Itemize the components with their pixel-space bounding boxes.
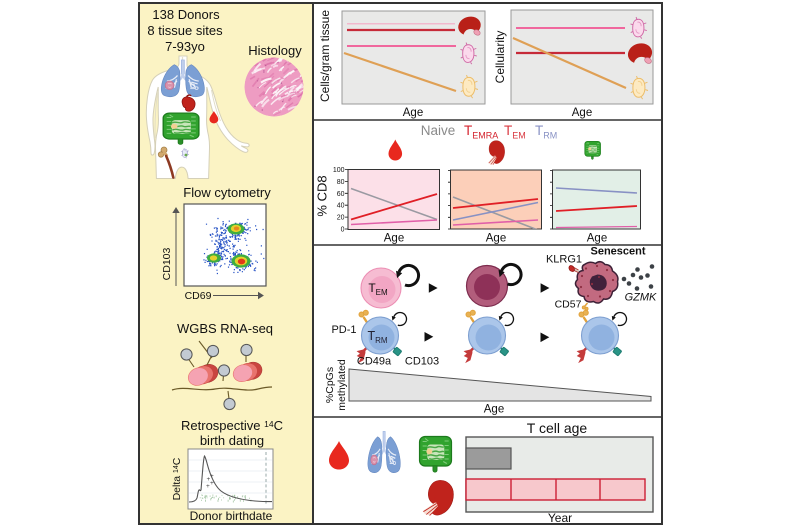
svg-text:methylated: methylated [336, 359, 348, 411]
svg-text:138 Donors: 138 Donors [152, 7, 220, 22]
svg-text:Age: Age [587, 233, 607, 245]
svg-text:0: 0 [341, 227, 345, 234]
svg-text:40: 40 [337, 203, 345, 210]
svg-text:Histology: Histology [248, 43, 302, 58]
svg-text:CD69: CD69 [185, 290, 212, 302]
svg-text:T cell age: T cell age [527, 420, 588, 436]
svg-text:Age: Age [403, 107, 423, 119]
svg-text:+: + [210, 480, 214, 487]
svg-text:CD103: CD103 [405, 356, 439, 368]
svg-text:Cells/gram tissue: Cells/gram tissue [318, 10, 332, 102]
svg-text:8 tissue sites: 8 tissue sites [147, 23, 223, 38]
svg-text:PD-1: PD-1 [331, 324, 356, 336]
svg-text:+: + [207, 476, 211, 483]
svg-text:Age: Age [484, 404, 504, 416]
svg-text:Age: Age [572, 107, 592, 119]
svg-text:80: 80 [337, 179, 345, 186]
svg-text:60: 60 [337, 191, 345, 198]
svg-text:Retrospective 14C: Retrospective 14C [181, 418, 283, 433]
svg-text:Age: Age [384, 233, 404, 245]
svg-text:KLRG1: KLRG1 [546, 254, 582, 266]
svg-text:Age: Age [486, 233, 506, 245]
svg-text:7-93yo: 7-93yo [165, 39, 205, 54]
svg-text:+: + [210, 473, 214, 480]
svg-text:100: 100 [333, 167, 345, 174]
svg-text:WGBS RNA-seq: WGBS RNA-seq [177, 321, 273, 336]
svg-text:+: + [206, 483, 210, 490]
svg-text:Senescent: Senescent [590, 246, 645, 258]
svg-text:CD57: CD57 [555, 299, 582, 311]
svg-text:Flow cytometry: Flow cytometry [183, 185, 271, 200]
svg-text:GZMK: GZMK [625, 292, 657, 304]
svg-text:Year: Year [548, 511, 572, 525]
svg-text:CD103: CD103 [161, 247, 173, 280]
svg-text:% CD8: % CD8 [315, 175, 330, 216]
svg-text:Naive: Naive [421, 123, 456, 138]
svg-text:Cellularity: Cellularity [493, 31, 507, 84]
svg-text:birth dating: birth dating [200, 433, 264, 448]
svg-text:20: 20 [337, 215, 345, 222]
svg-text:Donor birthdate: Donor birthdate [190, 509, 273, 523]
svg-text:Delta 14C: Delta 14C [171, 457, 183, 500]
svg-text:%CpGs: %CpGs [324, 367, 336, 403]
svg-text:CD49a: CD49a [357, 356, 392, 368]
